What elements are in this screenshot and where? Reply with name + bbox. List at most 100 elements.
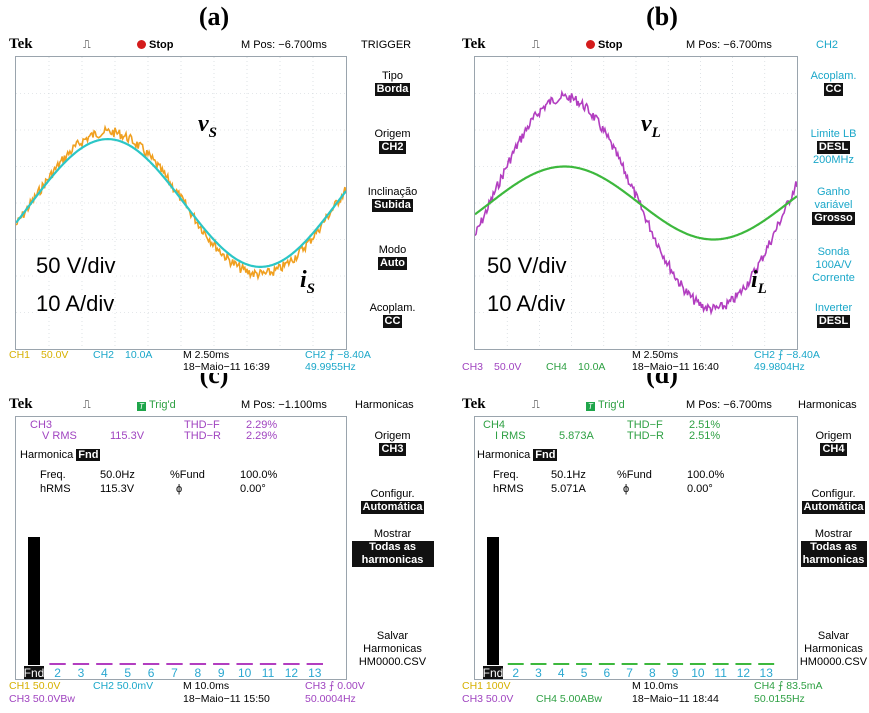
menu-inclinacao[interactable]: Inclinação Subida [367, 186, 418, 212]
side-menu-b: Acoplam. CC Limite LB DESL 200MHz Ganho var… [799, 56, 868, 348]
brand-logo: Tek [9, 38, 33, 52]
menu-acoplam[interactable]: Acoplam. CC [810, 70, 857, 96]
harmonic-tick-5: 5 [124, 666, 131, 679]
menu-origem[interactable]: Origem CH3 [374, 430, 411, 456]
series-v-s [16, 124, 346, 281]
ch1-readout: CH1 50.0V [9, 680, 61, 692]
menu-modo[interactable]: Modo Auto [377, 244, 408, 270]
hrms-label: hRMS [493, 483, 524, 495]
menu-mostrar[interactable]: Mostrar Todas as harmonicas [799, 528, 868, 567]
harmonics-chart-d: Fnd 2 3 4 5 6 7 8 9 10 11 12 13 [483, 537, 775, 679]
freq-value: 50.1Hz [551, 469, 586, 481]
bottom-readout-a: CH1 50.0V CH2 10.0A M 2.50ms CH2 ⨍ −8.40… [5, 349, 437, 373]
frequency: 49.9804Hz [754, 361, 805, 373]
grid [475, 57, 797, 349]
harmonic-selector[interactable]: Harmonica Fnd [20, 449, 101, 461]
brand-logo: Tek [462, 398, 486, 412]
menu-title: Harmonicas [355, 399, 414, 411]
menu-sonda[interactable]: Sonda 100A/V Corrente [812, 246, 855, 284]
frequency: 50.0155Hz [754, 693, 805, 705]
menu-mostrar[interactable]: Mostrar Todas as harmonicas [348, 528, 437, 567]
harmonic-tick-9: 9 [218, 666, 225, 679]
menu-acoplam[interactable]: Acoplam. CC [369, 302, 416, 328]
harmonic-bar-4 [96, 663, 113, 665]
harmonic-bar-12 [735, 663, 752, 665]
harmonic-selector[interactable]: Harmonica Fnd [477, 449, 558, 461]
trigger-glyph-icon: ⎍ [83, 39, 91, 51]
side-menu-a: Tipo Borda Origem CH2 Inclinação Subida Mod… [348, 56, 437, 348]
ch2-label: CH2 [93, 349, 115, 361]
harmonic-tick-11: 11 [262, 666, 275, 679]
ch3-scale: 50.0V [494, 361, 522, 373]
menu-configur[interactable]: Configur. Automática [801, 488, 866, 514]
trigger-level: CH2 ⨍ −8.40A [754, 349, 820, 361]
thdr-label: THD−R [627, 430, 664, 442]
harmonic-bar-6 [142, 663, 160, 665]
scope-screen-d: Tek ⎍ T Trig'd M Pos: −6.700ms Harmonicas… [436, 398, 868, 710]
menu-salvar[interactable]: Salvar Harmonicas HM0000.CSV [358, 630, 427, 668]
menu-inverter[interactable]: Inverter DESL [814, 302, 853, 328]
menu-title: CH2 [816, 39, 839, 51]
grid [16, 57, 346, 349]
status-bar: Tek ⎍ Stop M Pos: −6.700ms TRIGGER [5, 38, 437, 54]
menu-origem[interactable]: Origem CH4 [815, 430, 852, 456]
label-il: iL [751, 267, 767, 297]
trig-status: T Trig'd [586, 399, 625, 411]
harmonic-bar-2 [49, 663, 66, 665]
trig-status: T Trig'd [137, 399, 176, 411]
harmonic-bar-13 [306, 663, 323, 665]
harmonic-bar-9 [213, 663, 230, 665]
thdf-value: 2.51% [689, 419, 721, 431]
trigger-glyph-icon: ⎍ [532, 399, 540, 411]
scale-voltage: 50 V/div [487, 253, 567, 279]
status-bar: Tek ⎍ Stop M Pos: −6.700ms CH2 [436, 38, 868, 54]
harmonics-chart-c: Fnd 2 3 4 5 6 7 8 9 10 11 12 13 [24, 537, 323, 679]
harmonic-bar-fnd [487, 537, 499, 665]
pfund-value: 100.0% [240, 469, 278, 481]
harmonic-bar-7 [166, 663, 183, 665]
harmonic-bar-8 [189, 663, 207, 665]
harmonic-tick-3: 3 [78, 666, 85, 679]
hrms-label: hRMS [40, 483, 71, 495]
pfund-label: %Fund [170, 469, 205, 481]
label-vs: vS [198, 111, 217, 141]
scope-screen-b: Tek ⎍ Stop M Pos: −6.700ms CH2 50 V/div … [436, 38, 868, 373]
menu-salvar[interactable]: Salvar Harmonicas HM0000.CSV [799, 630, 868, 668]
trigger-level: CH3 ⨍ 0.00V [305, 680, 365, 692]
ch1-readout: CH1 100V [462, 680, 511, 692]
harmonic-tick-2: 2 [512, 666, 519, 679]
hrms-value: 5.071A [551, 483, 586, 495]
menu-origem[interactable]: Origem CH2 [374, 128, 411, 154]
rms-label: I RMS [495, 430, 526, 442]
menu-ganho[interactable]: Ganho variável Grosso [812, 186, 855, 225]
menu-configur[interactable]: Configur. Automática [360, 488, 425, 514]
panel-label-b: (b) [646, 2, 678, 31]
harmonic-tick-4: 4 [101, 666, 108, 679]
harmonic-tick-7: 7 [626, 666, 633, 679]
frequency: 50.0004Hz [305, 693, 356, 705]
harmonics-area-c: CH3 V RMS 115.3V THD−F 2.29% THD−R 2.29%… [15, 416, 347, 680]
scale-voltage: 50 V/div [36, 253, 116, 279]
freq-label: Freq. [493, 469, 519, 481]
bottom-readout-d: CH1 100V M 10.0ms CH4 ⨍ 83.5mA CH3 50.0V… [436, 680, 868, 705]
phi-value: 0.00° [240, 483, 266, 495]
harmonic-bar-4 [553, 663, 570, 665]
trigd-icon: T [586, 402, 595, 411]
menu-title: TRIGGER [361, 39, 412, 51]
harmonic-bar-7 [621, 663, 638, 665]
menu-limite-lb[interactable]: Limite LB DESL 200MHz [810, 128, 857, 166]
series-v-l [475, 89, 797, 316]
harmonic-tick-12: 12 [285, 666, 299, 679]
phi-label: ϕ [176, 483, 183, 495]
harmonic-tick-3: 3 [535, 666, 542, 679]
bottom-readout-c: CH1 50.0V CH2 50.0mV M 10.0ms CH3 ⨍ 0.00… [5, 680, 437, 705]
harmonic-tick-7: 7 [171, 666, 178, 679]
menu-tipo[interactable]: Tipo Borda [374, 70, 411, 96]
ch4-label: CH4 [546, 361, 568, 373]
thdr-value: 2.29% [246, 430, 278, 442]
harmonic-tick-fnd: Fnd [483, 666, 504, 679]
stop-status: Stop [137, 39, 173, 51]
harmonics-area-d: CH4 I RMS 5.873A THD−F 2.51% THD−R 2.51%… [474, 416, 798, 680]
freq-value: 50.0Hz [100, 469, 135, 481]
harmonic-bar-3 [72, 663, 90, 665]
